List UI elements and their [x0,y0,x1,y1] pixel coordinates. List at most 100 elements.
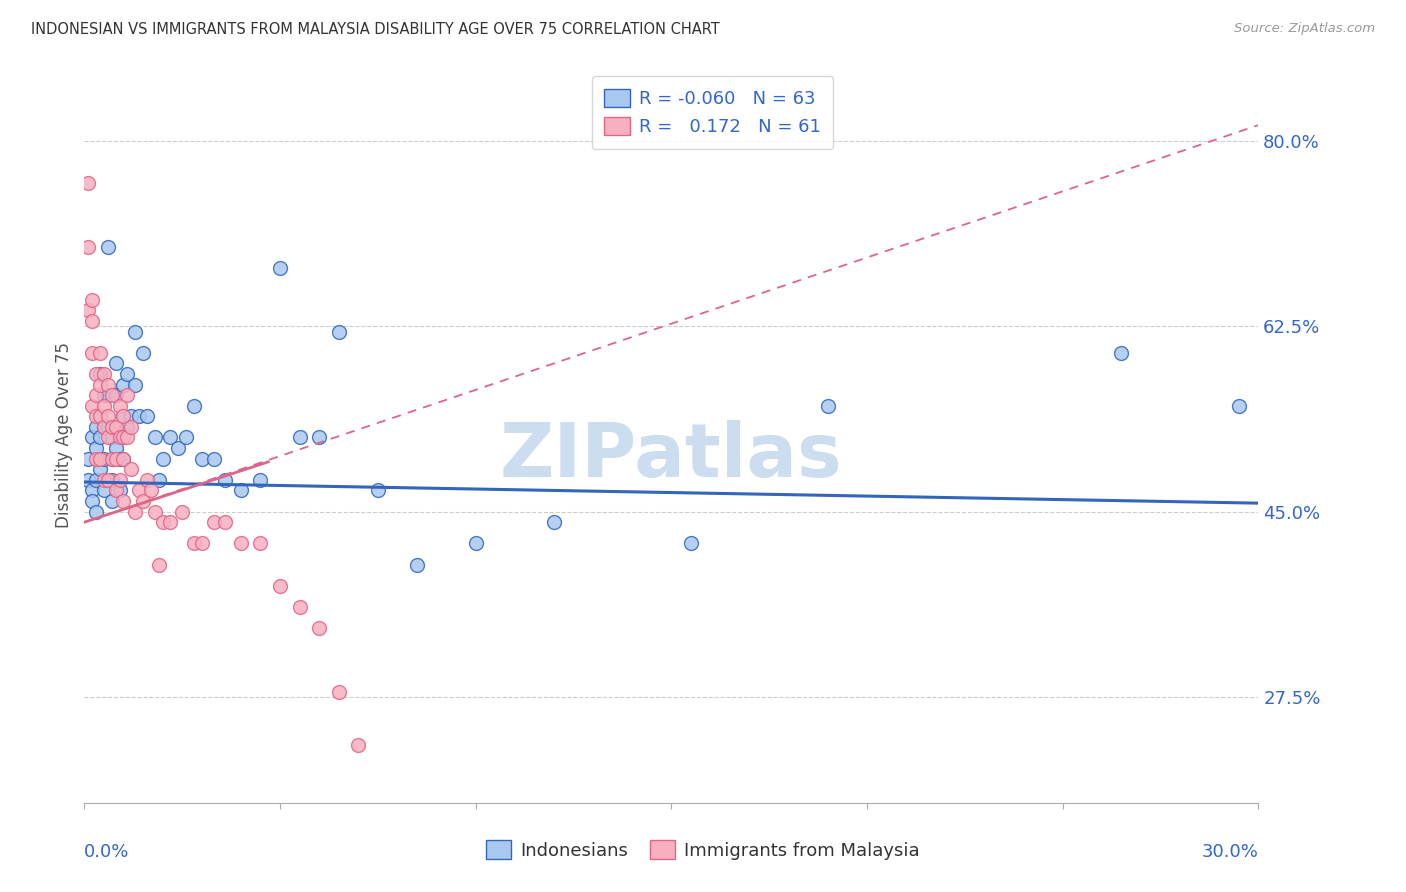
Point [97,473,120,487]
Point [104,420,127,434]
Point [82,494,104,508]
Point [308,430,330,444]
Point [214,473,236,487]
Point [288,430,311,444]
Point [367,483,389,498]
Point [97,240,120,254]
Point [82,346,104,360]
Point [328,325,350,339]
Point [84,441,107,455]
Point [288,599,311,614]
Point [108,430,131,444]
Point [112,451,135,466]
Point [117,388,139,402]
Point [104,441,127,455]
Point [77,473,100,487]
Point [128,409,150,424]
Point [269,579,291,593]
Point [93,420,115,434]
Point [143,430,166,444]
Legend: Indonesians, Immigrants from Malaysia: Indonesians, Immigrants from Malaysia [479,833,927,867]
Point [132,346,155,360]
Point [93,367,115,381]
Point [89,377,111,392]
Text: Source: ZipAtlas.com: Source: ZipAtlas.com [1234,22,1375,36]
Point [679,536,702,550]
Point [82,314,104,328]
Point [77,240,100,254]
Point [464,536,486,550]
Point [136,473,159,487]
Point [128,483,150,498]
Point [100,473,122,487]
Point [1227,399,1250,413]
Text: 30.0%: 30.0% [1202,843,1258,862]
Point [124,505,146,519]
Point [100,430,122,444]
Point [97,409,120,424]
Point [132,494,155,508]
Point [183,399,205,413]
Point [136,409,159,424]
Point [124,377,146,392]
Point [84,367,107,381]
Text: INDONESIAN VS IMMIGRANTS FROM MALAYSIA DISABILITY AGE OVER 75 CORRELATION CHART: INDONESIAN VS IMMIGRANTS FROM MALAYSIA D… [31,22,720,37]
Point [120,420,142,434]
Point [406,558,429,572]
Point [93,451,115,466]
Point [112,451,135,466]
Point [100,388,122,402]
Point [191,536,214,550]
Point [1111,346,1133,360]
Point [308,621,330,635]
Point [117,367,139,381]
Point [249,536,271,550]
Point [100,451,122,466]
Point [202,451,225,466]
Point [93,483,115,498]
Point [82,293,104,307]
Point [84,473,107,487]
Point [104,483,127,498]
Point [84,388,107,402]
Point [104,451,127,466]
Point [112,409,135,424]
Point [112,377,135,392]
Point [148,558,170,572]
Point [328,684,350,698]
Point [167,441,190,455]
Point [117,430,139,444]
Point [172,505,194,519]
Point [97,377,120,392]
Point [89,409,111,424]
Point [77,303,100,318]
Point [229,483,252,498]
Point [148,473,170,487]
Point [97,430,120,444]
Point [229,536,252,550]
Point [543,515,565,529]
Point [108,483,131,498]
Point [139,483,162,498]
Point [120,409,142,424]
Point [112,494,135,508]
Point [89,430,111,444]
Point [108,451,131,466]
Point [159,430,181,444]
Point [84,505,107,519]
Point [191,451,214,466]
Point [143,505,166,519]
Point [120,462,142,476]
Point [124,325,146,339]
Point [89,462,111,476]
Point [152,515,174,529]
Point [82,430,104,444]
Point [159,515,181,529]
Point [97,388,120,402]
Point [77,451,100,466]
Point [108,473,131,487]
Point [89,367,111,381]
Point [82,399,104,413]
Point [89,451,111,466]
Point [77,177,100,191]
